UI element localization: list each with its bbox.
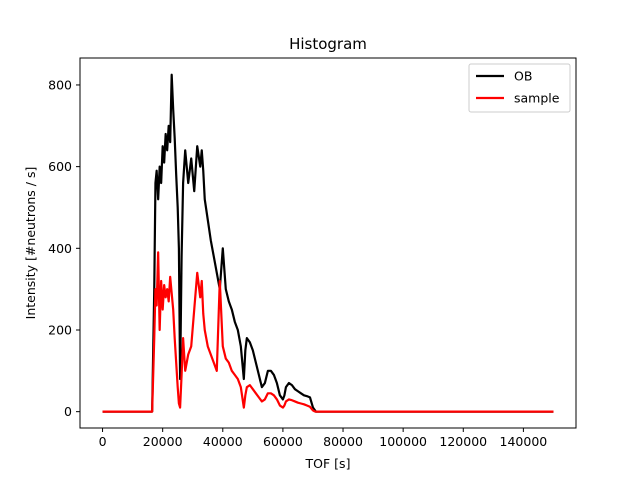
legend: OB sample (468, 63, 571, 113)
y-tick-label: 600 (48, 159, 72, 174)
y-axis-label: Intensity [#neutrons / s] (23, 167, 38, 320)
x-tick-label: 140000 (500, 434, 548, 449)
legend-label-ob: OB (514, 69, 532, 84)
plot-area (102, 73, 554, 413)
series-line-sample (102, 251, 554, 413)
y-axis: 0 200 400 600 800 (48, 77, 80, 419)
y-tick-label: 800 (48, 77, 72, 92)
x-axis-label: TOF [s] (305, 456, 351, 471)
x-tick-label: 100000 (379, 434, 427, 449)
y-tick-label: 200 (48, 322, 72, 337)
x-tick-label: 20000 (143, 434, 183, 449)
chart-title: Histogram (289, 35, 367, 53)
axes-frame (79, 57, 577, 429)
y-tick-label: 0 (64, 404, 72, 419)
y-tick-label: 400 (48, 241, 72, 256)
x-tick-label: 0 (99, 434, 107, 449)
x-tick-label: 120000 (439, 434, 487, 449)
legend-label-sample: sample (514, 91, 560, 106)
x-tick-label: 40000 (203, 434, 243, 449)
x-axis: 0 20000 40000 60000 80000 100000 120000 140000 (99, 428, 548, 449)
x-tick-label: 60000 (263, 434, 303, 449)
x-tick-label: 80000 (323, 434, 363, 449)
